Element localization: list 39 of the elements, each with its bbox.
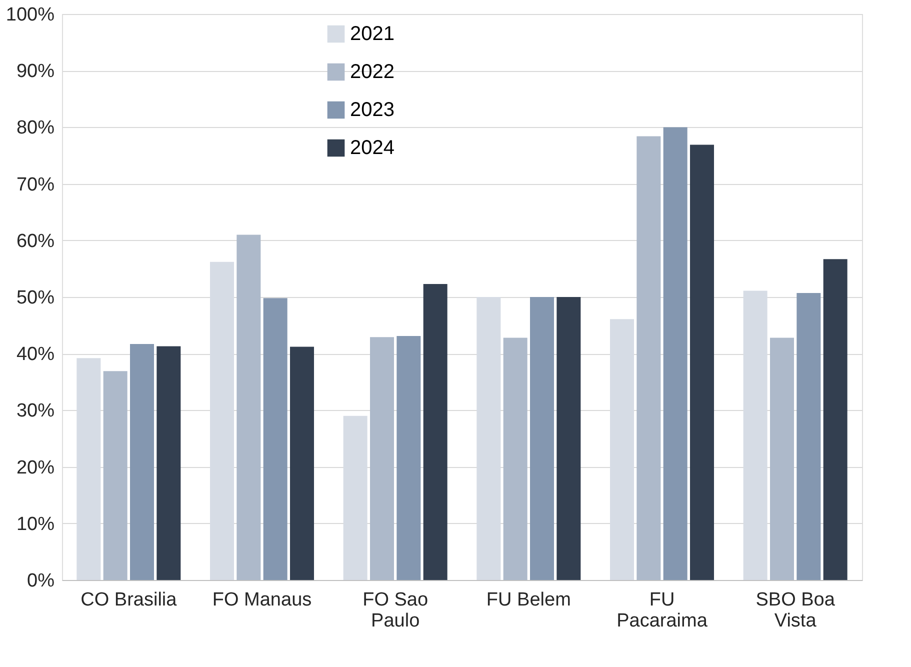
bar bbox=[663, 127, 688, 580]
bar bbox=[263, 298, 288, 580]
bar bbox=[396, 336, 421, 580]
y-tick-label: 0% bbox=[27, 570, 55, 592]
y-tick-label: 30% bbox=[16, 400, 55, 422]
y-tick-label: 70% bbox=[16, 174, 55, 196]
bar bbox=[530, 297, 554, 580]
bar bbox=[503, 338, 528, 580]
y-tick-label: 40% bbox=[16, 344, 55, 366]
bar bbox=[130, 344, 154, 580]
x-tick-label: FO Sao Paulo bbox=[362, 590, 428, 632]
bar bbox=[103, 371, 128, 580]
bar bbox=[770, 338, 794, 580]
y-tick-label: 80% bbox=[16, 118, 55, 139]
bar bbox=[690, 144, 714, 580]
y-tick-label: 60% bbox=[16, 230, 55, 252]
legend-label: 2022 bbox=[350, 61, 394, 83]
bar bbox=[156, 346, 181, 580]
x-tick-label: CO Brasilia bbox=[80, 590, 178, 610]
bar bbox=[290, 346, 314, 580]
x-tick-label: FO Manaus bbox=[212, 590, 312, 610]
y-tick-label: 50% bbox=[16, 288, 55, 308]
legend-label: 2023 bbox=[350, 99, 394, 121]
bar bbox=[370, 337, 394, 580]
x-tick-label: SBO Boa Vista bbox=[756, 590, 836, 632]
x-tick-label: FU Pacaraima bbox=[616, 590, 708, 632]
x-tick-label: FU Belem bbox=[486, 590, 571, 610]
legend-label: 2021 bbox=[350, 23, 394, 45]
y-tick-label: 10% bbox=[16, 514, 55, 535]
bar bbox=[423, 284, 448, 580]
bar bbox=[556, 297, 581, 580]
bar bbox=[636, 136, 661, 580]
bar bbox=[236, 234, 261, 580]
y-tick-label: 20% bbox=[16, 457, 55, 478]
y-tick-label: 90% bbox=[16, 61, 55, 82]
y-tick-label: 100% bbox=[6, 4, 55, 26]
bar bbox=[796, 293, 821, 580]
bar bbox=[823, 259, 848, 580]
legend-label: 2024 bbox=[350, 137, 394, 159]
